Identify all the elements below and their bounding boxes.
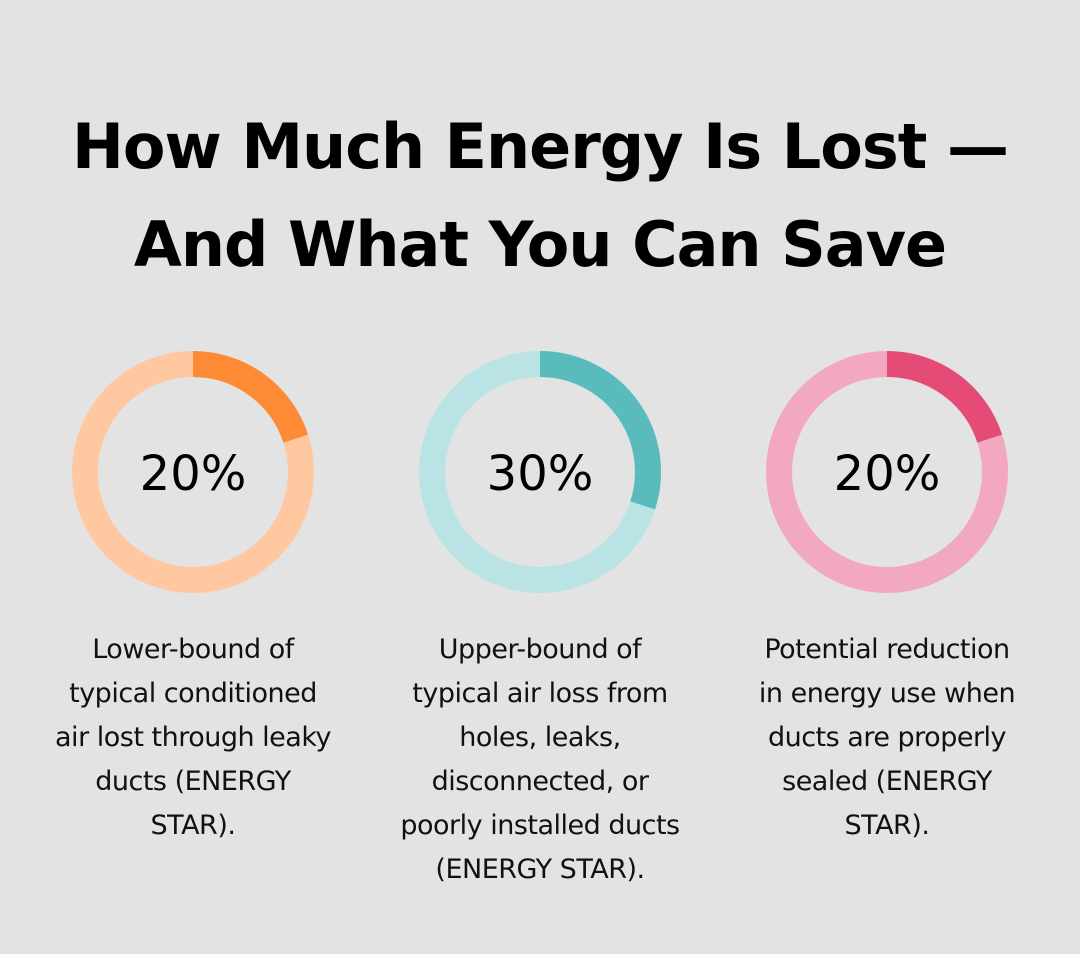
- stat-caption: Upper-bound of typical air loss from hol…: [380, 628, 700, 892]
- caption-line: disconnected, or: [431, 766, 649, 797]
- caption-line: holes, leaks,: [459, 722, 621, 753]
- caption-line: STAR).: [844, 810, 930, 841]
- stat-card-2: 30% Upper-bound of typical air loss from…: [380, 350, 700, 892]
- caption-line: in energy use when: [758, 678, 1016, 709]
- title-line-1: How Much Energy Is Lost —: [72, 110, 1009, 183]
- donut-chart-3: 20%: [766, 351, 1008, 593]
- stat-card-3: 20% Potential reduction in energy use wh…: [727, 350, 1047, 848]
- caption-line: Lower-bound of: [92, 634, 294, 665]
- caption-line: ducts (ENERGY: [95, 766, 291, 797]
- caption-line: poorly installed ducts: [400, 810, 680, 841]
- donut-chart-1: 20%: [72, 351, 314, 593]
- caption-line: (ENERGY STAR).: [435, 854, 645, 885]
- donut-value-arc: [886, 351, 1003, 444]
- page-title: How Much Energy Is Lost — And What You C…: [0, 98, 1080, 294]
- caption-line: ducts are properly: [767, 722, 1007, 753]
- title-line-2: And What You Can Save: [133, 208, 947, 281]
- caption-line: typical conditioned: [69, 678, 317, 709]
- donut-value-arc: [192, 351, 309, 444]
- donut-value-label: 30%: [487, 446, 594, 502]
- caption-line: air lost through leaky: [55, 722, 331, 753]
- stat-caption: Lower-bound of typical conditioned air l…: [33, 628, 353, 848]
- donut-chart-2: 30%: [419, 351, 661, 593]
- caption-line: Potential reduction: [764, 634, 1010, 665]
- stat-caption: Potential reduction in energy use when d…: [727, 628, 1047, 848]
- stat-card-1: 20% Lower-bound of typical conditioned a…: [33, 350, 353, 848]
- donut-value-arc: [539, 351, 661, 510]
- caption-line: sealed (ENERGY: [782, 766, 992, 797]
- caption-line: STAR).: [150, 810, 236, 841]
- caption-line: typical air loss from: [412, 678, 668, 709]
- caption-line: Upper-bound of: [438, 634, 642, 665]
- donut-value-label: 20%: [140, 446, 247, 502]
- donut-value-label: 20%: [834, 446, 941, 502]
